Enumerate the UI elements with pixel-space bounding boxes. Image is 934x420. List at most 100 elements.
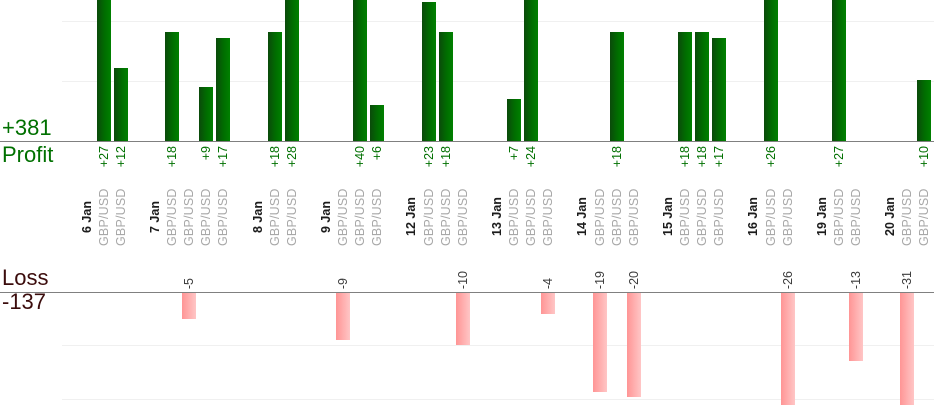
symbol-label: GBP/USD [353, 188, 368, 246]
symbol-label: GBP/USD [455, 188, 470, 246]
symbol-label: GBP/USD [370, 188, 385, 246]
symbol-label: GBP/USD [780, 188, 795, 246]
symbol-label: GBP/USD [199, 188, 214, 246]
profit-value-label: +6 [370, 146, 385, 161]
profit-value-label: +27 [96, 146, 111, 168]
profit-value-label: +12 [113, 146, 128, 168]
profit-value-label: +18 [165, 146, 179, 168]
date-label: 12 Jan [404, 197, 419, 237]
profit-bar [267, 32, 282, 141]
loss-bar [900, 293, 915, 405]
profit-value-label: +28 [284, 146, 299, 168]
date-label: 9 Jan [318, 201, 333, 233]
symbol-label: GBP/USD [626, 188, 641, 246]
date-label: 13 Jan [489, 197, 504, 237]
profit-bar [695, 32, 710, 141]
loss-bar [780, 293, 795, 405]
loss-gridline [62, 399, 934, 400]
symbol-label: GBP/USD [284, 188, 299, 246]
profit-bar [96, 0, 111, 141]
profit-bar [113, 68, 128, 141]
symbol-label: GBP/USD [541, 188, 556, 246]
loss-value-label: -20 [626, 270, 641, 289]
profit-bar [165, 32, 179, 141]
profit-total: +381 [2, 115, 52, 140]
symbol-label: GBP/USD [917, 188, 932, 246]
profit-value-label: +17 [216, 146, 231, 168]
profit-gridline [62, 81, 934, 82]
loss-bar [626, 293, 641, 397]
symbol-label: GBP/USD [712, 188, 727, 246]
loss-total: -137 [2, 289, 47, 314]
profit-bar [216, 38, 231, 141]
profit-value-label: +7 [507, 146, 521, 161]
profit-bar [831, 0, 846, 141]
profit-value-label: +10 [917, 146, 932, 168]
profit-bar [421, 2, 436, 141]
symbol-label: GBP/USD [524, 188, 539, 246]
profit-value-label: +40 [353, 146, 368, 168]
loss-value-label: -13 [849, 270, 863, 289]
date-label: 8 Jan [250, 201, 265, 233]
profit-bar [917, 80, 932, 141]
loss-value-label: -10 [455, 270, 470, 289]
loss-gridline [62, 345, 934, 346]
profit-value-label: +18 [695, 146, 710, 168]
profit-bar [370, 105, 385, 141]
profit-value-label: +18 [609, 146, 624, 168]
symbol-label: GBP/USD [336, 188, 350, 246]
profit-axis-label: Profit [2, 142, 54, 167]
symbol-label: GBP/USD [165, 188, 179, 246]
profit-bar [678, 32, 692, 141]
symbol-label: GBP/USD [592, 188, 607, 246]
loss-bar [336, 293, 350, 340]
loss-bar [541, 293, 556, 314]
date-label: 20 Jan [883, 197, 898, 237]
loss-axis-label: Loss [2, 265, 49, 290]
loss-value-label: -31 [900, 270, 915, 289]
symbol-label: GBP/USD [900, 188, 915, 246]
profit-value-label: +18 [678, 146, 692, 168]
symbol-label: GBP/USD [849, 188, 863, 246]
symbol-label: GBP/USD [216, 188, 231, 246]
profit-bar [524, 0, 539, 141]
date-label: 19 Jan [814, 197, 829, 237]
symbol-label: GBP/USD [507, 188, 521, 246]
loss-value-label: -9 [336, 277, 350, 289]
loss-value-label: -26 [780, 270, 795, 289]
profit-value-label: +27 [831, 146, 846, 168]
loss-value-label: -19 [592, 270, 607, 289]
loss-bar [455, 293, 470, 345]
profit-bar [507, 99, 521, 141]
loss-bar [849, 293, 863, 361]
profit-value-label: +9 [199, 146, 214, 161]
loss-axis-line [0, 292, 934, 293]
profit-bar [763, 0, 778, 141]
date-label: 6 Jan [79, 201, 94, 233]
loss-bar [182, 293, 197, 319]
symbol-label: GBP/USD [96, 188, 111, 246]
loss-bar [592, 293, 607, 392]
symbol-label: GBP/USD [695, 188, 710, 246]
date-label: 16 Jan [746, 197, 761, 237]
profit-axis-line [0, 141, 934, 142]
symbol-label: GBP/USD [438, 188, 453, 246]
profit-bar [199, 87, 214, 141]
loss-value-label: -5 [182, 277, 197, 289]
profit-value-label: +23 [421, 146, 436, 168]
symbol-label: GBP/USD [267, 188, 282, 246]
symbol-label: GBP/USD [182, 188, 197, 246]
profit-bar [284, 0, 299, 141]
symbol-label: GBP/USD [763, 188, 778, 246]
date-label: 14 Jan [575, 197, 590, 237]
symbol-label: GBP/USD [609, 188, 624, 246]
profit-bar [353, 0, 368, 141]
profit-gridline [62, 21, 934, 22]
symbol-label: GBP/USD [831, 188, 846, 246]
profit-value-label: +26 [763, 146, 778, 168]
symbol-label: GBP/USD [678, 188, 692, 246]
profit-bar [438, 32, 453, 141]
profit-value-label: +17 [712, 146, 727, 168]
symbol-label: GBP/USD [113, 188, 128, 246]
